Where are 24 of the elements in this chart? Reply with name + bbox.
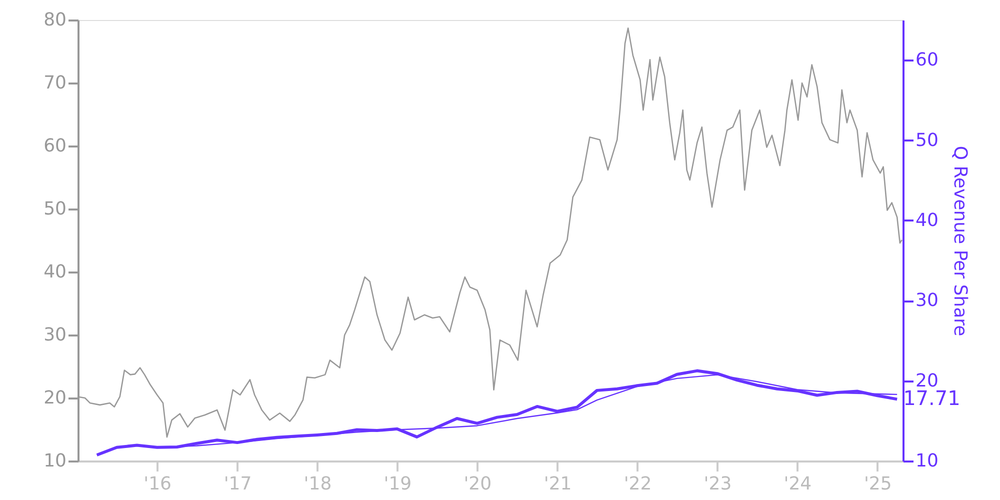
y-tick-label: 40 xyxy=(44,262,66,282)
y-tick-label: 10 xyxy=(44,450,66,472)
x-tick-label: '25 xyxy=(864,474,892,494)
y2-tick-label: 30 xyxy=(916,290,938,312)
y2-tick-label: 40 xyxy=(916,210,938,231)
x-tick-label: '16 xyxy=(144,474,172,494)
y2-tick-label: 60 xyxy=(916,50,938,71)
y2-tick-label: 10 xyxy=(916,450,938,472)
y-tick-label: 50 xyxy=(44,198,66,220)
y-tick-label: 70 xyxy=(44,72,66,94)
x-tick-label: '18 xyxy=(304,474,332,494)
x-tick-label: '20 xyxy=(464,474,492,494)
x-tick-label: '24 xyxy=(784,474,812,494)
y2-axis-title: Q Revenue Per Share xyxy=(949,146,970,336)
y-tick-label: 30 xyxy=(44,324,66,346)
y-tick-label: 60 xyxy=(44,136,66,156)
x-tick-label: '21 xyxy=(544,474,572,494)
x-tick-label: '19 xyxy=(384,474,412,494)
y2-tick-label: 50 xyxy=(916,130,938,151)
x-tick-label: '22 xyxy=(624,474,652,494)
x-tick-label: '23 xyxy=(704,474,732,494)
y-tick-label: 80 xyxy=(44,10,66,30)
x-tick-label: '17 xyxy=(224,474,252,494)
y-tick-label: 20 xyxy=(44,388,66,408)
